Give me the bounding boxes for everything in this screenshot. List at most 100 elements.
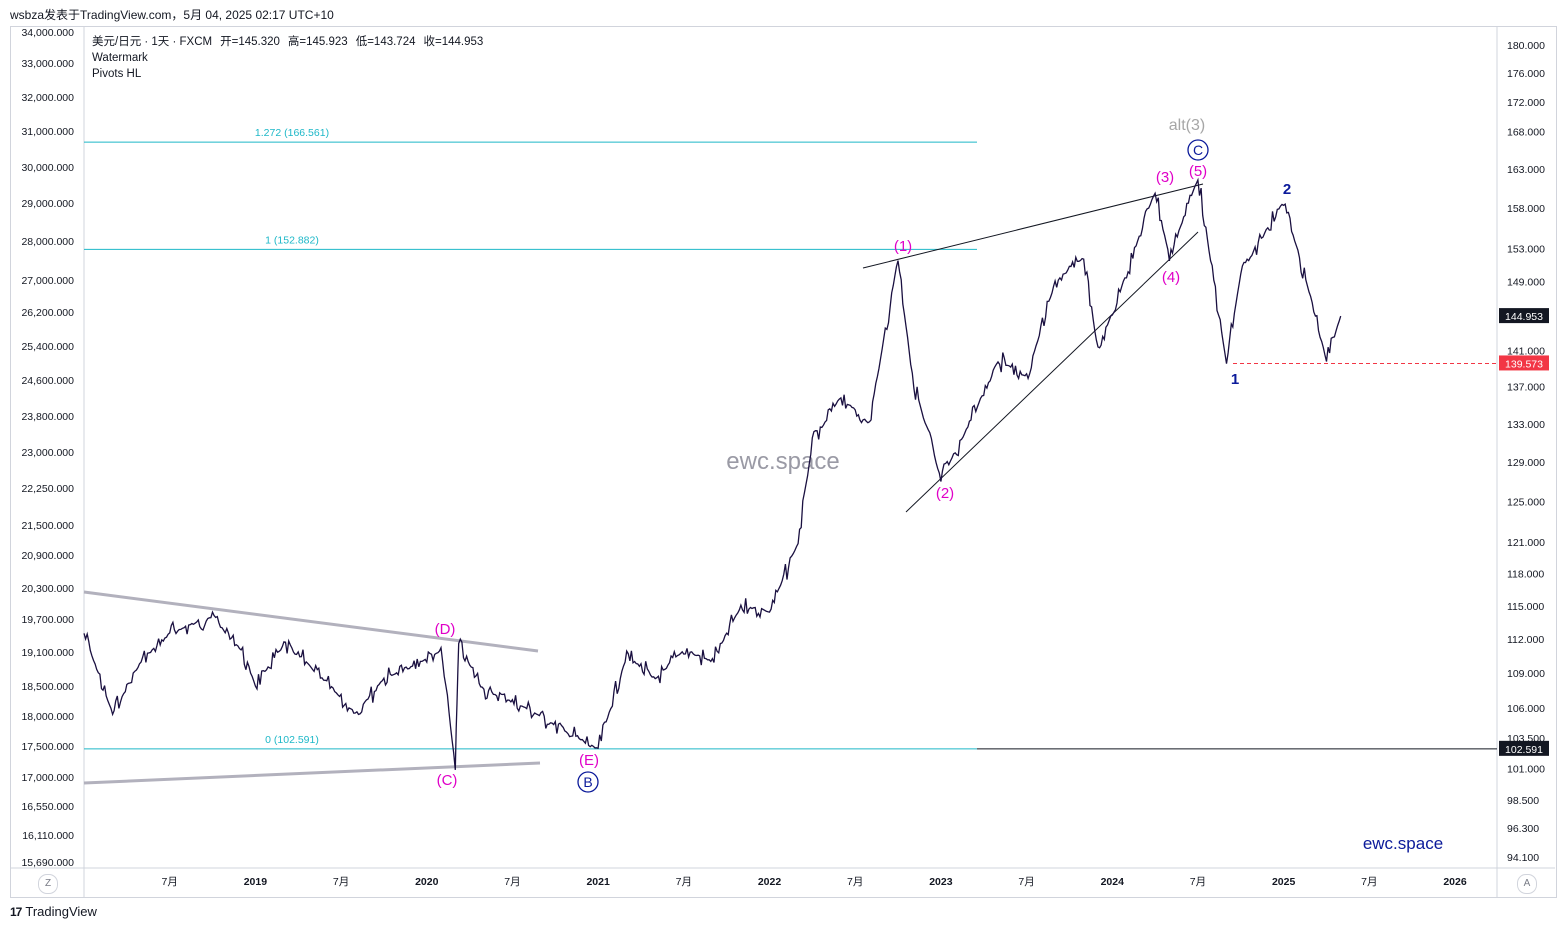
fib-level-label: 1 (152.882)	[265, 234, 319, 246]
footer: 17 TradingView	[10, 904, 97, 919]
left-axis-tick: 25,400.000	[21, 341, 74, 353]
right-axis-tick: 176.000	[1507, 68, 1545, 80]
right-axis-tick: 141.000	[1507, 346, 1545, 358]
auto-scale-toggle[interactable]: A	[1517, 874, 1537, 894]
left-axis-tick: 26,200.000	[21, 307, 74, 319]
fib-level-label: 0 (102.591)	[265, 734, 319, 746]
legend-indicator-watermark[interactable]: Watermark	[92, 52, 148, 64]
wave-label: B	[583, 774, 592, 790]
right-axis-tick: 149.000	[1507, 277, 1545, 289]
legend-low: 低=143.724	[355, 36, 416, 48]
right-axis-tick: 168.000	[1507, 126, 1545, 138]
left-axis-tick: 16,550.000	[21, 801, 74, 813]
support-price-tag-bg	[1499, 355, 1549, 371]
left-axis-tick: 21,500.000	[21, 520, 74, 532]
wave-label: (C)	[437, 772, 458, 789]
x-axis-tick: 2021	[586, 876, 610, 888]
x-axis-tick: 7月	[847, 876, 863, 888]
wave-circle-marker	[577, 771, 599, 793]
wave-label: (4)	[1162, 269, 1180, 286]
watermark-text: ewc.space	[726, 448, 839, 475]
left-axis-tick: 23,000.000	[21, 447, 74, 459]
left-axis-tick: 24,600.000	[21, 375, 74, 387]
x-axis-tick: 7月	[676, 876, 692, 888]
right-axis-tick: 106.000	[1507, 703, 1545, 715]
fib-zero-price-tag-bg	[1499, 740, 1549, 756]
left-axis-tick: 20,300.000	[21, 583, 74, 595]
right-axis-tick: 137.000	[1507, 382, 1545, 394]
wave-label: (D)	[435, 621, 456, 638]
x-axis-tick: 7月	[504, 876, 520, 888]
fib-level-label: 1.272 (166.561)	[255, 127, 329, 139]
right-axis-tick: 121.000	[1507, 537, 1545, 549]
left-axis-tick: 31,000.000	[21, 126, 74, 138]
wave-label: (2)	[936, 485, 954, 502]
wedge-upper-line	[862, 183, 1204, 269]
right-axis-tick: 118.000	[1507, 569, 1544, 581]
wave-label: C	[1193, 142, 1203, 158]
x-axis-tick: 2026	[1443, 876, 1467, 888]
right-axis-tick: 109.000	[1507, 668, 1545, 680]
right-axis-tick: 158.000	[1507, 203, 1545, 215]
left-axis-tick: 28,000.000	[21, 236, 74, 248]
left-axis-tick: 33,000.000	[21, 58, 74, 70]
wave-circle-marker	[1187, 139, 1209, 161]
log-scale-toggle[interactable]: Z	[38, 874, 58, 894]
tradingview-logo-icon[interactable]: 17	[10, 904, 22, 919]
left-axis-tick: 18,000.000	[21, 711, 74, 723]
left-axis-tick: 27,000.000	[21, 275, 74, 287]
fib-zero-price-tag: 102.591	[1505, 744, 1543, 756]
x-axis-tick: 2023	[929, 876, 953, 888]
x-axis-tick: 2019	[244, 876, 268, 888]
left-axis-tick: 20,900.000	[21, 550, 74, 562]
x-axis-tick: 2020	[415, 876, 439, 888]
left-axis-tick: 29,000.000	[21, 198, 74, 210]
right-axis-tick: 125.000	[1507, 497, 1545, 509]
x-axis-tick: 7月	[1361, 876, 1377, 888]
left-axis-tick: 22,250.000	[21, 483, 74, 495]
chart-frame[interactable]	[10, 26, 1557, 898]
wave-label: (1)	[894, 238, 912, 255]
wave-label: 2	[1283, 181, 1291, 198]
support-price-tag: 139.573	[1505, 358, 1543, 370]
last-price-tag: 144.953	[1505, 311, 1543, 323]
legend-symbol[interactable]: 美元/日元 · 1天 · FXCM	[92, 36, 213, 48]
left-axis-tick: 23,800.000	[21, 411, 74, 423]
footer-brand[interactable]: TradingView	[25, 904, 97, 919]
right-axis-tick: 153.000	[1507, 243, 1545, 255]
right-axis-tick: 94.100	[1507, 852, 1539, 864]
x-axis-tick: 7月	[333, 876, 349, 888]
triangle-upper-line	[83, 590, 539, 653]
x-axis-tick: 7月	[1018, 876, 1034, 888]
right-axis-tick: 112.000	[1507, 634, 1544, 646]
right-axis-tick: 163.000	[1507, 164, 1545, 176]
right-axis-tick: 101.000	[1507, 763, 1545, 775]
signature-text: ewc.space	[1363, 834, 1443, 853]
wave-label: (E)	[579, 752, 599, 769]
left-axis-tick: 17,000.000	[21, 772, 74, 784]
wave-label: alt(3)	[1169, 117, 1205, 134]
legend-high: 高=145.923	[287, 36, 348, 48]
price-series	[83, 177, 1342, 770]
right-axis-tick: 172.000	[1507, 97, 1545, 109]
legend-close: 收=144.953	[423, 36, 484, 48]
left-axis-tick: 17,500.000	[21, 741, 74, 753]
wave-label: 1	[1231, 371, 1239, 388]
triangle-lower-line	[83, 761, 541, 785]
left-axis-tick: 19,100.000	[21, 647, 74, 659]
last-price-tag-bg	[1499, 308, 1549, 324]
wave-label: (3)	[1156, 169, 1174, 186]
right-axis-tick: 129.000	[1507, 457, 1545, 469]
legend-indicator-pivots[interactable]: Pivots HL	[92, 68, 142, 80]
publish-info: wsbza发表于TradingView.com，5月 04, 2025 02:1…	[10, 8, 334, 22]
wave-label: (5)	[1189, 163, 1207, 180]
left-axis-tick: 19,700.000	[21, 614, 74, 626]
right-axis-tick: 180.000	[1507, 40, 1545, 52]
legend-ohlc: 美元/日元 · 1天 · FXCM 开=145.320 高=145.923 低=143…	[92, 34, 491, 50]
right-axis-tick: 115.000	[1507, 601, 1544, 613]
right-axis-tick: 98.500	[1507, 795, 1539, 807]
x-axis-tick: 2022	[758, 876, 782, 888]
x-axis-tick: 2024	[1101, 876, 1125, 888]
chart-legend: 美元/日元 · 1天 · FXCM 开=145.320 高=145.923 低=143…	[92, 34, 491, 82]
